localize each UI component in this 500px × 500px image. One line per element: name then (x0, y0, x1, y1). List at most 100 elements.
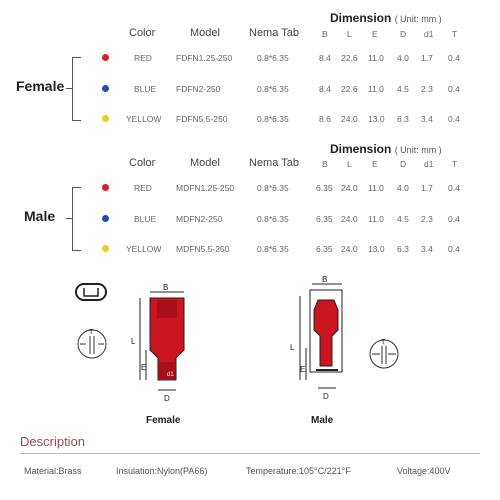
cell-t: 0.4 (448, 183, 460, 193)
dimension-title: Dimension ( Unit: mm ) (330, 11, 442, 25)
cell-color: RED (134, 183, 152, 193)
row-bracket (72, 187, 81, 251)
cell-model: MDFN5.5-250 (176, 244, 230, 254)
cell-d1: 3.4 (421, 244, 433, 254)
dim-b-label: B (163, 283, 168, 292)
header-nema-tab: Nema Tab (249, 27, 299, 39)
description-divider (20, 453, 480, 454)
spec-temperature: Temperature:105°C/221°F (246, 466, 351, 476)
cell-l: 22.6 (341, 53, 358, 63)
cell-d: 6.3 (397, 114, 409, 124)
dim-l-label: L (131, 337, 136, 346)
header-b: B (322, 159, 328, 169)
cell-t: 0.4 (448, 84, 460, 94)
cell-d1: 1.7 (421, 53, 433, 63)
color-dot-red (102, 184, 109, 191)
female-terminal-icon: B L E d1 D (131, 283, 185, 403)
cell-l: 24.0 (341, 214, 358, 224)
cell-d1: 3.4 (421, 114, 433, 124)
group-label-male: Male (24, 208, 56, 224)
cell-t: 0.4 (448, 214, 460, 224)
header-d: D (400, 29, 407, 39)
header-l: L (347, 29, 352, 39)
cell-b: 8.6 (319, 114, 331, 124)
cell-d1: 2.3 (421, 84, 433, 94)
cell-model: MDFN2-250 (176, 214, 223, 224)
dim-e-label: E (300, 365, 305, 374)
dim-t-label: T (89, 329, 94, 336)
cell-b: 8.4 (319, 53, 331, 63)
header-model: Model (190, 27, 220, 39)
cell-t: 0.4 (448, 114, 460, 124)
cell-b: 6.35 (316, 183, 333, 193)
cell-color: RED (134, 53, 152, 63)
bracket-tick (66, 88, 72, 89)
dimension-title: Dimension ( Unit: mm ) (330, 142, 442, 156)
cell-l: 24.0 (341, 183, 358, 193)
spec-insulation: Insulation:Nylon(PA66) (116, 466, 208, 476)
cell-e: 11.0 (368, 53, 384, 63)
cell-b: 6.35 (316, 244, 333, 254)
cell-d: 4.0 (397, 53, 409, 63)
header-l: L (347, 159, 352, 169)
cell-l: 22.6 (341, 84, 358, 94)
cell-e: 11.0 (368, 183, 384, 193)
header-e: E (372, 29, 378, 39)
header-d1: d1 (424, 29, 434, 39)
header-t: T (452, 159, 458, 169)
cell-t: 0.4 (448, 53, 460, 63)
bracket-tick (66, 218, 72, 219)
cell-d1: 1.7 (421, 183, 433, 193)
cell-b: 8.4 (319, 84, 331, 94)
cell-model: FDFN2-250 (176, 84, 221, 94)
cell-d1: 2.3 (421, 214, 433, 224)
male-figure-label: Male (311, 415, 334, 426)
cell-color: YELLOW (126, 114, 162, 124)
spec-voltage: Voltage:400V (397, 466, 451, 476)
row-bracket (72, 57, 81, 121)
dim-b-label: B (322, 275, 327, 284)
header-nema-tab: Nema Tab (249, 157, 299, 169)
cell-l: 24.0 (341, 114, 358, 124)
cell-b: 6.35 (316, 214, 333, 224)
cell-nema: 0.8*6.35 (257, 183, 289, 193)
group-label-female: Female (16, 78, 65, 94)
male-terminal-icon: B L E d1 D (290, 275, 343, 401)
cell-nema: 0.8*6.35 (257, 214, 289, 224)
cell-nema: 0.8*6.35 (257, 114, 289, 124)
male-end-view-icon: T (369, 339, 399, 369)
header-color: Color (129, 157, 156, 169)
cell-model: FDFN5.5-250 (176, 114, 228, 124)
cell-color: YELLOW (126, 244, 162, 254)
header-model: Model (190, 157, 220, 169)
header-b: B (322, 29, 328, 39)
cell-d: 6.3 (397, 244, 409, 254)
dim-e-label: E (141, 363, 146, 372)
cell-color: BLUE (134, 214, 157, 224)
header-d1: d1 (424, 159, 434, 169)
header-d: D (400, 159, 407, 169)
cell-d: 4.0 (397, 183, 409, 193)
dim-d1-label: d1 (167, 372, 174, 378)
cell-e: 13.0 (368, 114, 385, 124)
female-end-view-icon: T (77, 329, 107, 359)
color-dot-blue (102, 215, 109, 222)
cell-d: 4.5 (397, 84, 409, 94)
terminal-top-view-icon (75, 283, 107, 301)
dim-d-label: D (323, 392, 329, 401)
color-dot-blue (102, 85, 109, 92)
header-t: T (452, 29, 458, 39)
dim-d1-label: d1 (322, 376, 329, 382)
header-color: Color (129, 27, 156, 39)
terminal-diagrams: T B L E d1 D B L E d1 D T (75, 275, 399, 403)
spec-material: Material:Brass (24, 466, 82, 476)
cell-l: 24.0 (341, 244, 358, 254)
dim-t-label: T (381, 339, 386, 346)
cell-nema: 0.8*6.35 (257, 53, 289, 63)
cell-e: 11.0 (368, 84, 384, 94)
cell-e: 13.0 (368, 244, 385, 254)
cell-model: MDFN1.25-250 (176, 183, 235, 193)
cell-color: BLUE (134, 84, 157, 94)
cell-model: FDFN1.25-250 (176, 53, 233, 63)
dim-d-label: D (164, 394, 170, 403)
